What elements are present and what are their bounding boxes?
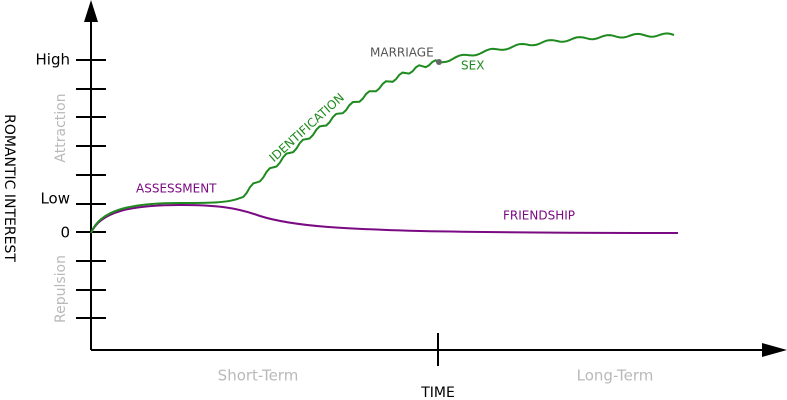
marriage-marker (436, 59, 442, 65)
y-axis-arrow (84, 0, 98, 22)
y-tick-label-high: High (36, 51, 70, 69)
relationship-growth-curve (90, 32, 675, 234)
label-marriage: MARRIAGE (370, 46, 434, 60)
x-region-long-term: Long-Term (577, 367, 654, 385)
label-identification: IDENTIFICATION (266, 90, 346, 164)
y-region-attraction: Attraction (53, 93, 69, 162)
y-region-repulsion: Repulsion (53, 255, 69, 323)
label-sex: SEX (461, 59, 484, 73)
x-region-short-term: Short-Term (218, 367, 299, 385)
y-tick-label-low: Low (40, 190, 70, 208)
friendship-curve (90, 203, 679, 234)
y-axis-title: ROMANTIC INTEREST (1, 114, 17, 262)
x-axis-arrow (762, 343, 787, 357)
label-assessment: ASSESSMENT (136, 182, 217, 196)
y-tick-label-zero: 0 (60, 224, 70, 242)
x-axis-title: TIME (420, 385, 455, 400)
label-friendship: FRIENDSHIP (503, 209, 575, 223)
